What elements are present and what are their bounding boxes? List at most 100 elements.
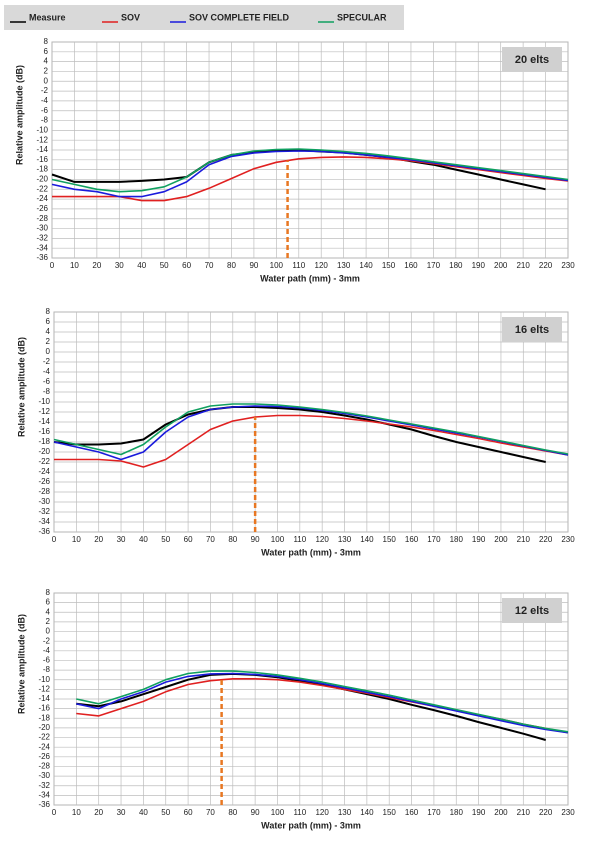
x-tick-label: 20 bbox=[94, 808, 103, 817]
x-tick-label: 120 bbox=[315, 535, 329, 544]
y-tick-label: 2 bbox=[46, 617, 51, 626]
x-tick-label: 70 bbox=[206, 535, 215, 544]
y-tick-label: -36 bbox=[38, 800, 50, 809]
x-tick-label: 30 bbox=[115, 261, 124, 270]
y-tick-label: -12 bbox=[36, 135, 48, 144]
x-tick-label: 70 bbox=[205, 261, 214, 270]
x-tick-label: 200 bbox=[494, 261, 508, 270]
x-tick-label: 50 bbox=[161, 535, 170, 544]
x-axis-title: Water path (mm) - 3mm bbox=[260, 273, 360, 283]
x-tick-label: 150 bbox=[382, 261, 396, 270]
y-tick-label: -36 bbox=[36, 253, 48, 262]
x-tick-label: 110 bbox=[293, 808, 306, 817]
y-tick-label: -4 bbox=[41, 96, 49, 105]
y-tick-label: -22 bbox=[36, 184, 48, 193]
x-tick-label: 50 bbox=[161, 808, 170, 817]
x-tick-label: 140 bbox=[360, 535, 374, 544]
y-tick-label: 0 bbox=[46, 627, 51, 636]
series-line bbox=[76, 670, 569, 733]
y-tick-label: -8 bbox=[41, 116, 49, 125]
annotation: 16 elts bbox=[515, 324, 549, 336]
x-tick-label: 80 bbox=[228, 808, 237, 817]
x-axis-title: Water path (mm) - 3mm bbox=[261, 547, 361, 557]
y-tick-label: -2 bbox=[41, 86, 49, 95]
x-tick-label: 100 bbox=[270, 261, 284, 270]
y-tick-label: -32 bbox=[38, 781, 50, 790]
series-line bbox=[53, 406, 546, 463]
series-line bbox=[52, 156, 569, 202]
x-tick-label: 120 bbox=[315, 808, 329, 817]
x-tick-label: 160 bbox=[404, 261, 418, 270]
x-axis-title: Water path (mm) - 3mm bbox=[261, 820, 361, 830]
x-tick-label: 0 bbox=[52, 808, 57, 817]
annotation-box bbox=[502, 47, 562, 72]
series-line bbox=[76, 672, 546, 741]
y-tick-label: -10 bbox=[38, 675, 50, 684]
x-tick-label: 110 bbox=[293, 535, 306, 544]
y-axis-title: Relative amplitude (dB) bbox=[16, 337, 26, 437]
x-tick-label: 190 bbox=[472, 535, 486, 544]
annotation-box bbox=[502, 317, 562, 342]
y-tick-label: -18 bbox=[36, 165, 48, 174]
x-tick-label: 200 bbox=[494, 535, 508, 544]
x-tick-label: 220 bbox=[539, 261, 553, 270]
y-tick-label: -10 bbox=[36, 125, 48, 134]
y-axis-title: Relative amplitude (dB) bbox=[14, 65, 24, 165]
x-tick-label: 130 bbox=[337, 261, 351, 270]
y-tick-label: -12 bbox=[38, 684, 50, 693]
x-tick-label: 110 bbox=[292, 261, 305, 270]
x-tick-label: 130 bbox=[338, 808, 352, 817]
x-tick-label: 30 bbox=[117, 808, 126, 817]
x-tick-label: 170 bbox=[427, 535, 441, 544]
x-tick-label: 100 bbox=[271, 808, 285, 817]
x-tick-label: 90 bbox=[251, 808, 260, 817]
y-tick-label: -8 bbox=[43, 387, 51, 396]
y-tick-label: -36 bbox=[38, 527, 50, 536]
y-tick-label: -16 bbox=[36, 155, 48, 164]
y-tick-label: -32 bbox=[36, 233, 48, 242]
x-tick-label: 150 bbox=[383, 808, 397, 817]
y-tick-label: -6 bbox=[43, 656, 51, 665]
x-tick-label: 180 bbox=[449, 261, 463, 270]
series-line bbox=[53, 403, 569, 456]
y-tick-label: 6 bbox=[44, 47, 49, 56]
x-tick-label: 40 bbox=[139, 808, 148, 817]
y-tick-label: -4 bbox=[43, 646, 51, 655]
x-tick-label: 60 bbox=[184, 535, 193, 544]
x-tick-label: 60 bbox=[182, 261, 191, 270]
y-tick-label: -20 bbox=[38, 447, 50, 456]
y-tick-label: -34 bbox=[38, 790, 50, 799]
y-tick-label: -14 bbox=[38, 694, 50, 703]
y-tick-label: -14 bbox=[36, 145, 48, 154]
y-tick-label: -8 bbox=[43, 665, 51, 674]
y-tick-label: -20 bbox=[36, 175, 48, 184]
y-tick-label: 8 bbox=[44, 37, 49, 46]
y-tick-label: 4 bbox=[46, 607, 51, 616]
x-tick-label: 40 bbox=[139, 535, 148, 544]
y-tick-label: 2 bbox=[44, 67, 49, 76]
y-tick-label: -24 bbox=[36, 194, 48, 203]
y-tick-label: -32 bbox=[38, 507, 50, 516]
x-tick-label: 20 bbox=[92, 261, 101, 270]
series-line bbox=[76, 672, 569, 734]
y-tick-label: -6 bbox=[43, 377, 51, 386]
y-tick-label: 4 bbox=[46, 327, 51, 336]
x-tick-label: 30 bbox=[117, 535, 126, 544]
x-tick-label: 10 bbox=[72, 535, 81, 544]
x-tick-label: 190 bbox=[472, 261, 486, 270]
x-tick-label: 170 bbox=[427, 261, 441, 270]
legend-label: SOV COMPLETE FIELD bbox=[189, 12, 290, 22]
x-tick-label: 210 bbox=[517, 535, 531, 544]
x-tick-label: 160 bbox=[405, 535, 419, 544]
x-tick-label: 190 bbox=[472, 808, 486, 817]
x-tick-label: 90 bbox=[251, 535, 260, 544]
x-tick-label: 0 bbox=[52, 535, 57, 544]
x-tick-label: 180 bbox=[450, 808, 464, 817]
x-tick-label: 160 bbox=[405, 808, 419, 817]
x-tick-label: 80 bbox=[227, 261, 236, 270]
y-axis-title: Relative amplitude (dB) bbox=[16, 614, 26, 714]
annotation-box bbox=[502, 598, 562, 623]
x-tick-label: 210 bbox=[516, 261, 530, 270]
y-tick-label: -6 bbox=[41, 106, 49, 115]
y-tick-label: -4 bbox=[43, 367, 51, 376]
